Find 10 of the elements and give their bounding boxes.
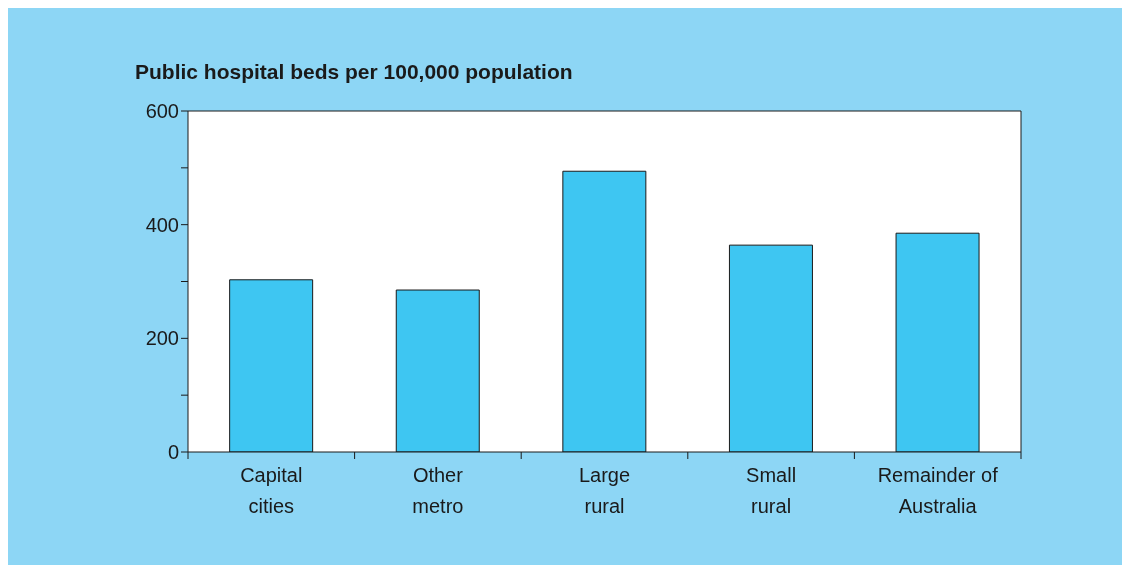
x-tick-label: Other metro [412,464,464,517]
y-tick-label: 600 [145,100,179,123]
y-tick-label: 0 [167,441,179,464]
x-tick-label: Capital cities [240,464,303,517]
x-tick-label: Remainder of Australia [877,464,999,517]
y-tick-label: 400 [145,213,179,236]
x-tick-label: Small rural [746,464,797,517]
x-tick-label: Large rural [578,464,631,517]
chart-title: Public hospital beds per 100,000 population [135,60,573,84]
y-tick-label: 200 [145,327,179,350]
